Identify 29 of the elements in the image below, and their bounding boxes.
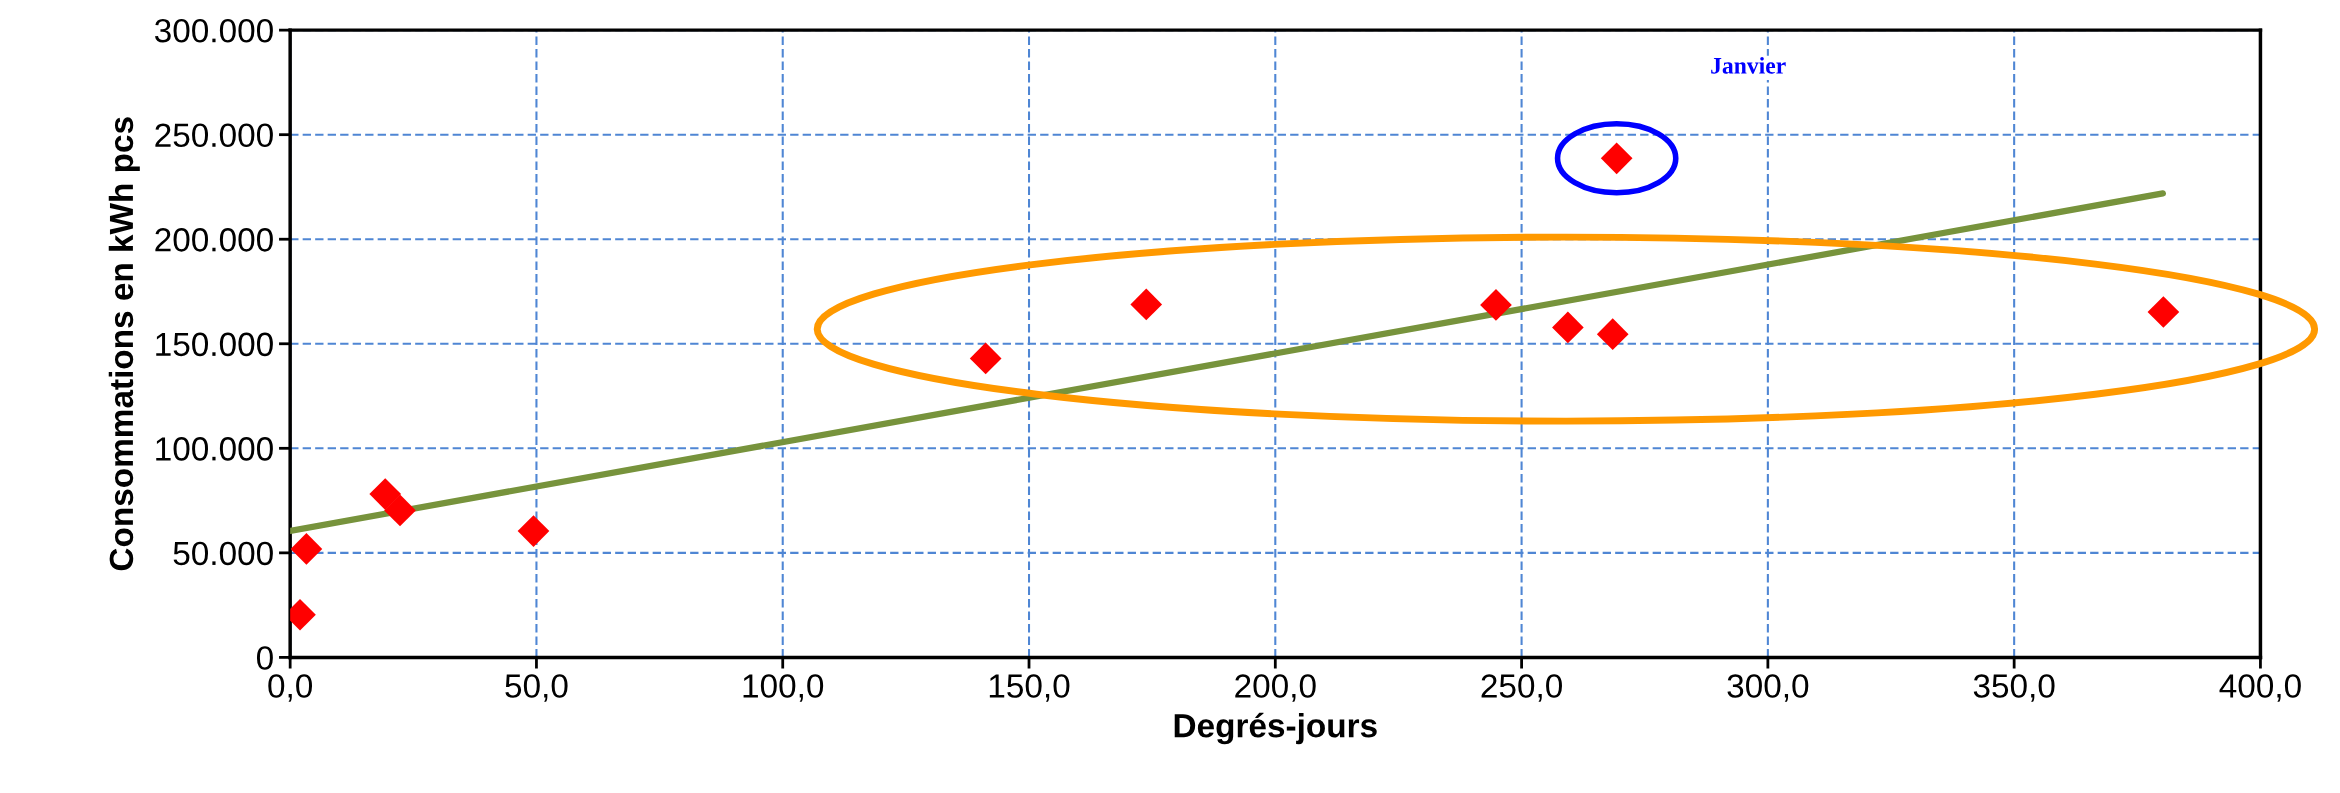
point [517, 515, 550, 547]
point [2147, 296, 2180, 328]
y-tick-label: 50.000 [173, 541, 273, 566]
point [1480, 289, 1512, 321]
x-tick-label: 200,0 [1235, 674, 1316, 702]
x-tick-label: 250,0 [1481, 674, 1562, 702]
point [290, 533, 323, 565]
x-tick-label: 350,0 [1973, 674, 2055, 702]
y-tick-label: 200.000 [155, 228, 273, 252]
y-tick-label: 250.000 [155, 123, 273, 148]
x-tick-label: 400,0 [2219, 674, 2301, 702]
x-tick-label: 0,0 [268, 674, 313, 702]
point [969, 342, 1002, 375]
point [384, 494, 416, 527]
x-tick-label: 150,0 [989, 674, 1070, 702]
point [1596, 318, 1629, 350]
x-tick-label: 50,0 [505, 674, 568, 702]
point [369, 478, 402, 510]
y-tick-label: 0 [256, 646, 273, 670]
y-axis-title: Consommations en kWh pcs [108, 117, 140, 571]
y-tick-label: 150.000 [156, 332, 273, 357]
point [1552, 311, 1584, 344]
point [1130, 288, 1163, 321]
y-tick-label: 300.000 [154, 18, 273, 43]
annotation: Janvier [1711, 57, 1786, 74]
x-tick-label: 100,0 [743, 674, 824, 702]
x-tick-label: 300,0 [1727, 674, 1809, 702]
x-axis-title: Degrés-jours [1174, 712, 1377, 745]
y-tick-label: 100.000 [156, 437, 273, 461]
